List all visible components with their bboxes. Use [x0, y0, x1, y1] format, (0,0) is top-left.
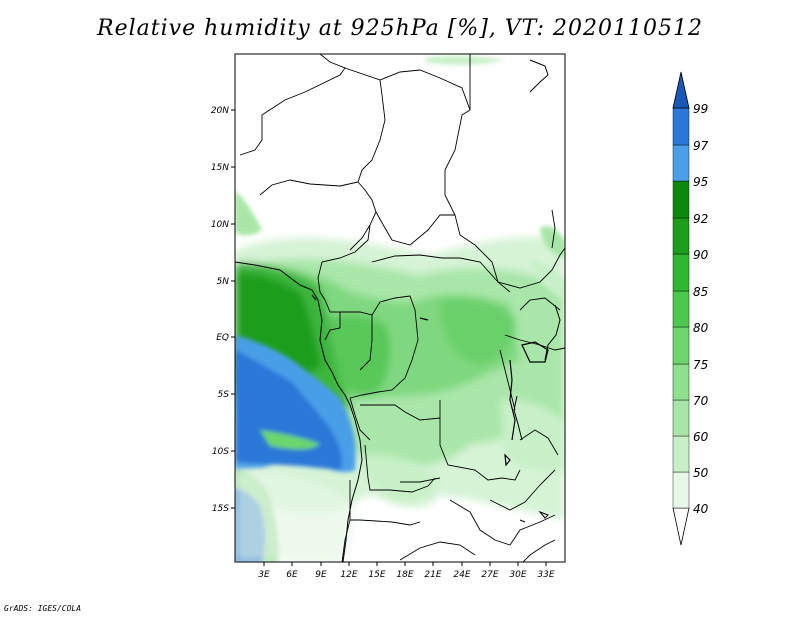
- colorbar-band: [672, 399, 690, 437]
- colorbar-band: [672, 471, 690, 509]
- colorbar-label: 95: [693, 175, 708, 189]
- colorbar-band: [672, 253, 690, 292]
- lat-tick-label: 10N: [211, 220, 229, 230]
- lon-tick-label: 27E: [481, 570, 498, 580]
- lon-tick: 30E: [509, 562, 527, 580]
- colorbar-min-arrow: [672, 507, 690, 546]
- lat-tick-label: 15S: [212, 504, 229, 514]
- lon-tick: 3E: [258, 562, 270, 580]
- colorbar-label: 92: [693, 212, 708, 226]
- lat-tick-label: 5S: [218, 390, 230, 400]
- lon-axis: 3E 6E 9E 12E 15E 18E 21E 24E: [258, 562, 555, 580]
- colorbar-max-arrow: [672, 71, 690, 109]
- lon-tick-label: 9E: [315, 570, 327, 580]
- lat-tick-label: 10S: [212, 447, 229, 457]
- lat-tick-label: 5N: [217, 277, 230, 287]
- lakes: [311, 294, 549, 467]
- lon-tick: 12E: [340, 562, 358, 580]
- colorbar-band: [672, 144, 690, 182]
- map-title: Relative humidity at 925hPa [%], VT: 202…: [97, 16, 703, 41]
- lon-tick-label: 21E: [424, 570, 441, 580]
- lon-tick-label: 18E: [396, 570, 413, 580]
- lon-tick: 9E: [315, 562, 327, 580]
- lat-tick-label: 20N: [211, 106, 229, 116]
- humidity-shading: [235, 55, 565, 562]
- lon-tick-label: 33E: [537, 570, 554, 580]
- map-frame: [234, 53, 566, 563]
- lon-tick: 27E: [481, 562, 499, 580]
- colorbar: 40 50 60 70 75 80 85 90 92 95 97 99: [672, 71, 709, 546]
- lon-tick-label: 3E: [258, 570, 270, 580]
- lon-tick: 18E: [396, 562, 414, 580]
- colorbar-band: [672, 107, 690, 146]
- lon-tick: 24E: [453, 562, 471, 580]
- lat-tick: 5N: [217, 277, 235, 287]
- colorbar-label: 80: [693, 321, 709, 335]
- lon-tick: 6E: [286, 562, 298, 580]
- lon-tick-label: 24E: [453, 570, 470, 580]
- colorbar-label: 90: [693, 248, 709, 262]
- lon-tick-label: 30E: [509, 570, 526, 580]
- lat-tick: 15S: [212, 504, 235, 514]
- colorbar-label: 99: [693, 102, 708, 116]
- colorbar-label: 97: [693, 139, 709, 153]
- colorbar-band: [672, 217, 690, 255]
- lat-tick: 20N: [211, 106, 235, 116]
- lat-tick-label: EQ: [216, 333, 229, 343]
- colorbar-band: [672, 290, 690, 328]
- lon-tick-label: 6E: [286, 570, 298, 580]
- lat-tick-label: 15N: [211, 163, 229, 173]
- lon-tick: 15E: [368, 562, 386, 580]
- colorbar-label: 40: [693, 502, 709, 516]
- lat-tick: 15N: [211, 163, 235, 173]
- lon-tick-label: 15E: [368, 570, 385, 580]
- colorbar-label: 60: [693, 430, 709, 444]
- lon-tick-label: 12E: [340, 570, 357, 580]
- lat-axis: 20N 15N 10N 5N EQ 5S 10S 15S: [211, 106, 235, 514]
- lon-tick: 33E: [537, 562, 555, 580]
- colorbar-band: [672, 363, 690, 401]
- colorbar-band: [672, 435, 690, 473]
- colorbar-label: 70: [693, 394, 709, 408]
- colorbar-label: 75: [693, 358, 708, 372]
- lat-tick: EQ: [216, 333, 235, 343]
- colorbar-label: 50: [693, 466, 709, 480]
- colorbar-band: [672, 326, 690, 365]
- colorbar-label: 85: [693, 285, 708, 299]
- credit-text: GrADS: IGES/COLA: [4, 604, 82, 613]
- colorbar-band: [672, 180, 690, 219]
- lon-tick: 21E: [424, 562, 442, 580]
- lat-tick: 10N: [211, 220, 235, 230]
- lat-tick: 5S: [218, 390, 235, 400]
- lat-tick: 10S: [212, 447, 235, 457]
